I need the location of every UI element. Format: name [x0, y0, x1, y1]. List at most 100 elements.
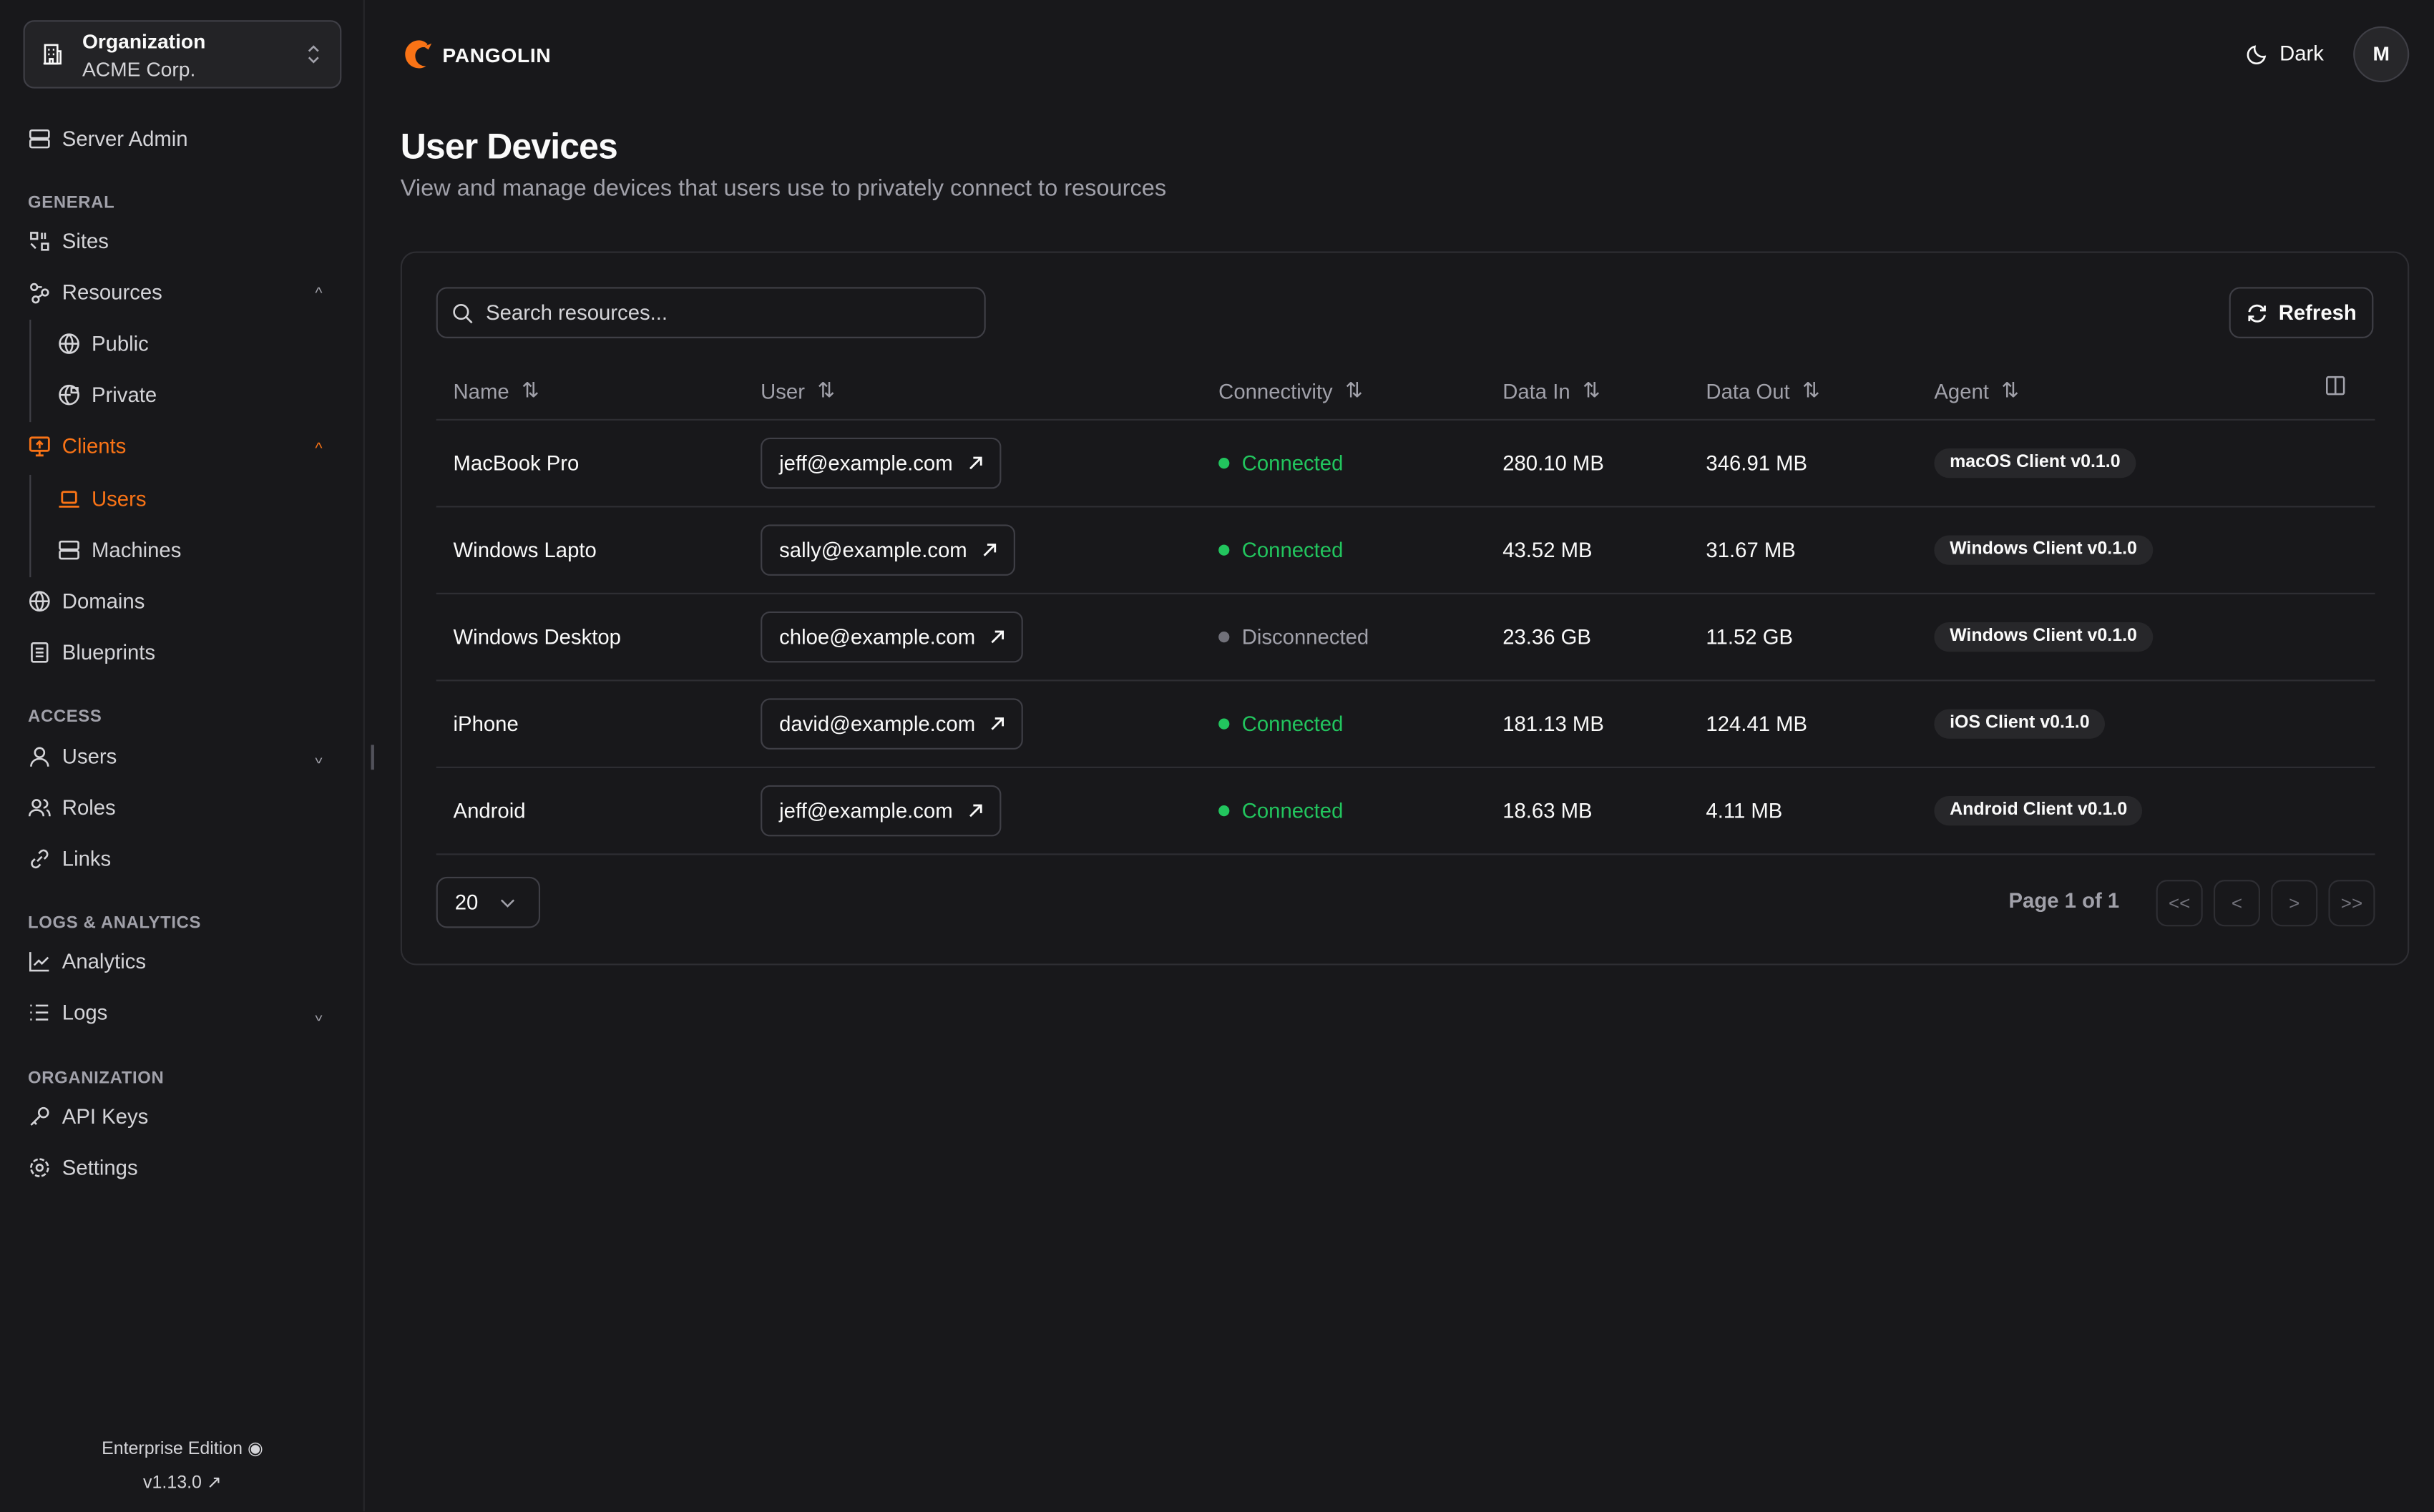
- refresh-icon: [2246, 302, 2267, 323]
- prev-page-button[interactable]: <: [2213, 880, 2260, 927]
- users-icon: [28, 796, 52, 820]
- table-row: iPhone david@example.com Connected 181.1…: [436, 681, 2375, 768]
- org-switcher[interactable]: Organization ACME Corp.: [23, 20, 342, 89]
- status-dot: [1218, 544, 1230, 556]
- status-dot: [1218, 718, 1230, 730]
- globe-icon: [57, 332, 81, 355]
- avatar[interactable]: M: [2353, 26, 2410, 82]
- sidebar-item-domains[interactable]: Domains: [28, 589, 145, 613]
- arrow-up-right-icon: [982, 543, 997, 557]
- data-in: 18.63 MB: [1502, 799, 1593, 823]
- device-name: MacBook Pro: [453, 451, 580, 475]
- data-out: 31.67 MB: [1706, 538, 1796, 562]
- user-link-button[interactable]: sally@example.com: [761, 524, 1015, 576]
- data-in: 23.36 GB: [1502, 625, 1591, 649]
- devices-card: Refresh Name⇅ User⇅ Connectivity⇅ Data I…: [400, 251, 2410, 966]
- chevron-up-icon[interactable]: ^: [315, 285, 323, 303]
- search-field[interactable]: [436, 287, 986, 338]
- globe-icon: [28, 589, 52, 613]
- chevron-down-icon: [500, 898, 516, 907]
- sidebar-item-api-keys[interactable]: API Keys: [28, 1105, 148, 1128]
- file-text-icon: [28, 641, 52, 664]
- next-page-button[interactable]: >: [2271, 880, 2318, 927]
- last-page-button[interactable]: >>: [2328, 880, 2375, 927]
- column-connectivity[interactable]: Connectivity ⇅: [1218, 378, 1363, 403]
- data-out: 124.41 MB: [1706, 712, 1808, 736]
- status-badge: Connected: [1218, 712, 1343, 735]
- monitor-up-icon: [28, 434, 52, 458]
- sidebar-item-public[interactable]: Public: [57, 332, 149, 355]
- arrow-up-right-icon: [968, 456, 982, 471]
- status-dot: [1218, 632, 1230, 643]
- status-dot: [1218, 458, 1230, 469]
- waypoints-icon: [28, 281, 52, 305]
- theme-toggle[interactable]: Dark: [2247, 42, 2324, 65]
- sidebar-item-links[interactable]: Links: [28, 848, 111, 870]
- building-icon: [42, 44, 64, 65]
- user-icon: [28, 745, 52, 768]
- data-out: 346.91 MB: [1706, 451, 1808, 475]
- agent-badge: Android Client v0.1.0: [1934, 796, 2143, 826]
- device-name: Android: [453, 799, 526, 823]
- sidebar-item-settings[interactable]: Settings: [28, 1156, 138, 1179]
- sidebar-item-users-devices[interactable]: Users: [57, 487, 147, 511]
- arrow-up-right-icon: [991, 717, 1005, 731]
- section-access: ACCESS: [28, 707, 102, 727]
- table-row: Windows Desktop chloe@example.com Discon…: [436, 594, 2375, 682]
- sidebar-item-resources[interactable]: Resources: [28, 281, 162, 305]
- chevron-up-icon[interactable]: ^: [315, 441, 323, 458]
- columns-toggle-icon[interactable]: [2325, 375, 2345, 396]
- sidebar-item-roles[interactable]: Roles: [28, 796, 116, 820]
- data-out: 4.11 MB: [1706, 799, 1783, 823]
- status-badge: Connected: [1218, 451, 1343, 475]
- section-logs: LOGS & ANALYTICS: [28, 913, 202, 933]
- pangolin-logo[interactable]: PANGOLIN: [401, 37, 552, 72]
- edition-label[interactable]: Enterprise Edition ◉: [102, 1440, 263, 1459]
- user-link-button[interactable]: david@example.com: [761, 698, 1024, 750]
- chevron-down-icon[interactable]: ^: [315, 747, 323, 765]
- sidebar-item-machines[interactable]: Machines: [57, 539, 181, 561]
- chevron-down-icon[interactable]: ^: [315, 1005, 323, 1023]
- search-input[interactable]: [486, 300, 952, 325]
- sidebar-item-server-admin[interactable]: Server Admin: [28, 127, 188, 151]
- moon-icon: [2247, 43, 2269, 64]
- first-page-button[interactable]: <<: [2156, 880, 2203, 927]
- status-badge: Connected: [1218, 799, 1343, 823]
- sort-icon: ⇅: [817, 378, 835, 402]
- section-general: GENERAL: [28, 194, 115, 213]
- sidebar-item-analytics[interactable]: Analytics: [28, 950, 146, 973]
- agent-badge: Windows Client v0.1.0: [1934, 535, 2153, 565]
- chevrons-up-down-icon: [306, 42, 321, 67]
- sidebar-item-logs[interactable]: Logs: [28, 1001, 107, 1024]
- refresh-button[interactable]: Refresh: [2229, 287, 2374, 338]
- sidebar-item-private[interactable]: Private: [57, 383, 157, 407]
- sidebar-resize-handle[interactable]: [371, 745, 374, 770]
- column-data-out[interactable]: Data Out ⇅: [1706, 378, 1820, 403]
- sidebar-item-users[interactable]: Users: [28, 745, 117, 768]
- tree-line: [29, 474, 31, 578]
- column-user[interactable]: User ⇅: [761, 378, 835, 403]
- page-size-select[interactable]: 20: [436, 876, 541, 928]
- column-data-in[interactable]: Data In ⇅: [1502, 378, 1600, 403]
- sort-icon: ⇅: [522, 378, 539, 402]
- globe-lock-icon: [57, 383, 81, 407]
- sidebar-item-clients[interactable]: Clients: [28, 434, 126, 458]
- agent-badge: macOS Client v0.1.0: [1934, 448, 2136, 478]
- section-organization: ORGANIZATION: [28, 1069, 165, 1088]
- agent-badge: iOS Client v0.1.0: [1934, 709, 2106, 739]
- table-row: Windows Lapto sally@example.com Connecte…: [436, 507, 2375, 594]
- column-name[interactable]: Name ⇅: [453, 378, 539, 403]
- user-link-button[interactable]: jeff@example.com: [761, 785, 1001, 837]
- page-info: Page 1 of 1: [2008, 889, 2120, 913]
- server-icon: [28, 127, 52, 151]
- sites-icon: [28, 230, 52, 253]
- user-link-button[interactable]: chloe@example.com: [761, 611, 1024, 663]
- sidebar-item-blueprints[interactable]: Blueprints: [28, 641, 155, 664]
- user-link-button[interactable]: jeff@example.com: [761, 437, 1001, 489]
- version-link[interactable]: v1.13.0 ↗: [143, 1474, 222, 1493]
- column-agent[interactable]: Agent ⇅: [1934, 378, 2019, 403]
- sidebar-item-sites[interactable]: Sites: [28, 230, 109, 253]
- tree-line: [29, 319, 31, 423]
- table-row: MacBook Pro jeff@example.com Connected 2…: [436, 421, 2375, 508]
- sort-icon: ⇅: [1802, 378, 1820, 402]
